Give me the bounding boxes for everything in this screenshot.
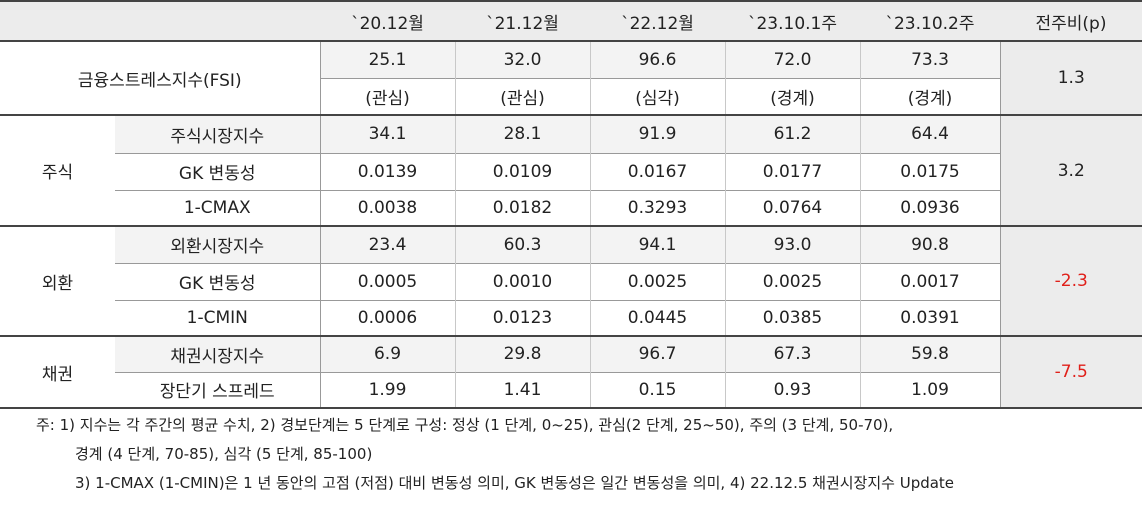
row-label: 1-CMAX (115, 189, 320, 226)
cell: 0.0017 (859, 262, 1000, 300)
row-label: 주식시장지수 (115, 114, 320, 153)
data-row: 1-CMAX 0.0038 0.0182 0.3293 0.0764 0.0936 (0, 189, 1142, 226)
notes: 주: 1) 지수는 각 주간의 평균 수치, 2) 경보단계는 5 단계로 구성… (0, 409, 1142, 498)
data-row: 외환 외환시장지수 23.4 60.3 94.1 93.0 90.8 -2.3 (0, 225, 1142, 336)
cell: 90.8 (859, 225, 1000, 263)
change-cell: -7.5 (999, 335, 1142, 409)
cell: 0.0123 (454, 299, 590, 336)
data-row: 채권 채권시장지수 6.9 29.8 96.7 67.3 59.8 -7.5 (0, 335, 1142, 409)
cell: 0.0182 (454, 189, 590, 226)
cell: 0.0010 (454, 262, 590, 300)
header-cell: 전주비(p) (1000, 0, 1142, 41)
fsi-row: 금융스트레스지수(FSI) 25.1 32.0 96.6 72.0 73.3 1.3 (0, 40, 1142, 115)
cell: 0.3293 (589, 189, 725, 226)
cell: 34.1 (319, 114, 455, 153)
data-row: 장단기 스프레드 1.99 1.41 0.15 0.93 1.09 (0, 371, 1142, 409)
row-label: 금융스트레스지수(FSI) (0, 40, 320, 115)
change-cell: -2.3 (999, 225, 1142, 336)
cell: 94.1 (589, 225, 725, 263)
cell: 0.0764 (724, 189, 860, 226)
row-label: 채권시장지수 (115, 335, 320, 372)
cell: 0.0385 (724, 299, 860, 336)
row-label: 1-CMIN (115, 299, 320, 336)
cell: 0.93 (724, 371, 860, 409)
header-row: `20.12월 `21.12월 `22.12월 `23.10.1주 `23.10.2주 전… (0, 0, 1142, 41)
cell: 0.0038 (319, 189, 455, 226)
cell: (경계) (724, 77, 860, 115)
group-label: 외환 (0, 225, 115, 336)
cell: 32.0 (454, 40, 590, 78)
cell: 0.0167 (589, 152, 725, 190)
header-cell: `20.12월 (320, 0, 455, 41)
header-cell (0, 0, 320, 41)
note-line: 경계 (4 단계, 70-85), 심각 (5 단계, 85-100) (75, 445, 373, 463)
change-cell: 1.3 (999, 40, 1142, 115)
cell: 93.0 (724, 225, 860, 263)
cell: 0.0177 (724, 152, 860, 190)
cell: 96.6 (589, 40, 725, 78)
cell: 0.0025 (724, 262, 860, 300)
cell: 6.9 (319, 335, 455, 372)
change-cell: 3.2 (999, 114, 1142, 226)
cell: 73.3 (859, 40, 1000, 78)
fsi-level-row: (관심) (관심) (심각) (경계) (경계) (0, 77, 1142, 115)
note-line: 3) 1-CMAX (1-CMIN)은 1 년 동안의 고점 (저점) 대비 변… (75, 474, 955, 492)
cell: 0.0391 (859, 299, 1000, 336)
cell: 23.4 (319, 225, 455, 263)
cell: 29.8 (454, 335, 590, 372)
cell: 59.8 (859, 335, 1000, 372)
row-label: 외환시장지수 (115, 225, 320, 263)
cell: (심각) (589, 77, 725, 115)
cell: 0.0006 (319, 299, 455, 336)
header-cell: `21.12월 (455, 0, 590, 41)
cell: 0.0109 (454, 152, 590, 190)
cell: 60.3 (454, 225, 590, 263)
row-label: GK 변동성 (115, 262, 320, 300)
row-label: 장단기 스프레드 (115, 371, 320, 409)
cell: 0.0445 (589, 299, 725, 336)
cell: 1.99 (319, 371, 455, 409)
cell: 25.1 (319, 40, 455, 78)
header-cell: `23.10.1주 (725, 0, 860, 41)
cell: 0.0025 (589, 262, 725, 300)
cell: 67.3 (724, 335, 860, 372)
cell: (관심) (454, 77, 590, 115)
cell: 61.2 (724, 114, 860, 153)
cell: 1.09 (859, 371, 1000, 409)
cell: 72.0 (724, 40, 860, 78)
cell: 91.9 (589, 114, 725, 153)
cell: 64.4 (859, 114, 1000, 153)
note-line: 주: 1) 지수는 각 주간의 평균 수치, 2) 경보단계는 5 단계로 구성… (36, 416, 894, 434)
cell: 28.1 (454, 114, 590, 153)
cell: 0.0139 (319, 152, 455, 190)
header-cell: `22.12월 (590, 0, 725, 41)
data-row: GK 변동성 0.0139 0.0109 0.0167 0.0177 0.0175 (0, 152, 1142, 190)
cell: 0.0175 (859, 152, 1000, 190)
data-row: GK 변동성 0.0005 0.0010 0.0025 0.0025 0.0017 (0, 262, 1142, 300)
cell: 0.15 (589, 371, 725, 409)
cell: (관심) (319, 77, 455, 115)
cell: 1.41 (454, 371, 590, 409)
cell: 0.0936 (859, 189, 1000, 226)
cell: 96.7 (589, 335, 725, 372)
data-row: 1-CMIN 0.0006 0.0123 0.0445 0.0385 0.0391 (0, 299, 1142, 336)
table: `20.12월 `21.12월 `22.12월 `23.10.1주 `23.10.2주 전… (0, 0, 1142, 409)
row-label: GK 변동성 (115, 152, 320, 190)
group-label: 주식 (0, 114, 115, 226)
header-cell: `23.10.2주 (860, 0, 1000, 41)
group-label: 채권 (0, 335, 115, 409)
cell: (경계) (859, 77, 1000, 115)
cell: 0.0005 (319, 262, 455, 300)
data-row: 주식 주식시장지수 34.1 28.1 91.9 61.2 64.4 3.2 (0, 114, 1142, 226)
